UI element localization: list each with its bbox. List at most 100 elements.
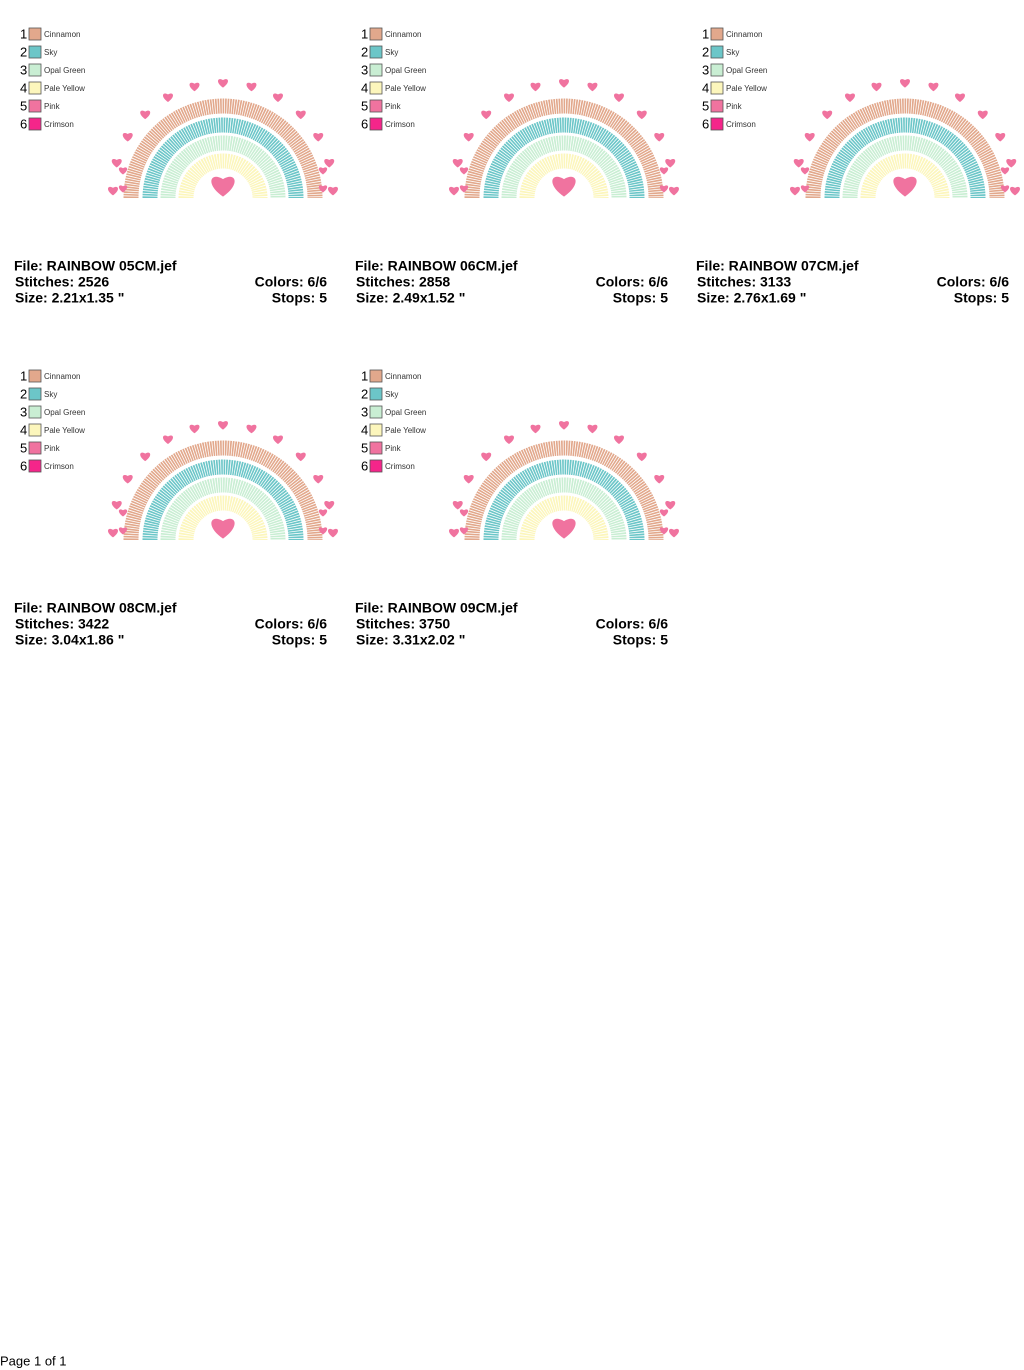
thread-name: Pale Yellow: [726, 84, 767, 93]
thread-number: 5: [702, 98, 709, 113]
heart-border: [122, 474, 133, 484]
heart-border: [449, 528, 459, 538]
thread-swatch: [710, 63, 724, 77]
heart-border: [459, 185, 469, 193]
heart-border: [559, 79, 569, 88]
heart-border: [324, 500, 335, 510]
stop-count: Stops: 5: [613, 632, 668, 648]
design-card: 1 Cinnamon 2 Sky 3 Opal Green 4 Pale Yellow 5 Pin…: [14, 26, 338, 306]
thread-swatch: [710, 99, 724, 113]
stop-count: Stops: 5: [272, 290, 327, 306]
thread-number: 6: [702, 116, 709, 131]
heart-border: [459, 527, 469, 535]
thread-number: 1: [361, 26, 368, 41]
thread-name: Sky: [44, 48, 57, 57]
heart-border: [530, 424, 541, 434]
thread-swatch: [369, 405, 383, 419]
thread-number: 6: [20, 116, 27, 131]
file-name: File: RAINBOW 07CM.jef: [696, 258, 859, 274]
thread-name: Cinnamon: [385, 30, 421, 39]
thread-number: 2: [702, 44, 709, 59]
thread-name: Crimson: [385, 462, 415, 471]
rainbow-arc: [160, 135, 286, 199]
color-count: Colors: 6/6: [255, 616, 328, 632]
thread-swatch: [710, 117, 724, 131]
thread-swatch: [28, 387, 42, 401]
thread-number: 3: [20, 62, 27, 77]
thread-swatch: [28, 369, 42, 383]
thread-name: Cinnamon: [44, 372, 80, 381]
rainbow-arc: [483, 117, 645, 199]
rainbow-arc: [842, 135, 968, 199]
thread-number: 5: [20, 98, 27, 113]
heart-border: [804, 132, 815, 142]
thread-number: 4: [20, 80, 27, 95]
thread-name: Sky: [385, 48, 398, 57]
heart-border: [845, 93, 855, 103]
thread-swatch: [369, 45, 383, 59]
file-name: File: RAINBOW 09CM.jef: [355, 600, 518, 616]
thread-number: 1: [20, 368, 27, 383]
heart-border: [452, 500, 463, 510]
page-footer: Page 1 of 1: [0, 1353, 67, 1368]
heart-border: [295, 452, 306, 462]
heart-border: [822, 110, 833, 120]
heart-border: [313, 474, 324, 484]
thread-swatch: [710, 81, 724, 95]
thread-number: 2: [361, 386, 368, 401]
stitch-count: Stitches: 2858: [356, 274, 450, 290]
thread-name: Crimson: [385, 120, 415, 129]
heart-border: [140, 452, 151, 462]
heart-border: [1006, 158, 1017, 168]
thread-swatch: [369, 99, 383, 113]
rainbow-arc: [464, 98, 664, 199]
thread-number: 3: [361, 404, 368, 419]
heart-border: [463, 132, 474, 142]
thread-number: 3: [361, 62, 368, 77]
file-name: File: RAINBOW 05CM.jef: [14, 258, 177, 274]
heart-border: [659, 167, 669, 175]
heart-border: [463, 474, 474, 484]
thread-number: 3: [702, 62, 709, 77]
stop-count: Stops: 5: [272, 632, 327, 648]
thread-number: 2: [20, 44, 27, 59]
heart-border: [793, 158, 804, 168]
thread-name: Pink: [44, 444, 61, 453]
thread-name: Opal Green: [726, 66, 767, 75]
design-size: Size: 2.76x1.69 ": [697, 290, 806, 306]
thread-swatch: [369, 369, 383, 383]
center-heart: [893, 176, 917, 197]
design-size: Size: 2.49x1.52 ": [356, 290, 465, 306]
heart-border: [452, 158, 463, 168]
rainbow-arc: [805, 98, 1005, 199]
design-card: 1 Cinnamon 2 Sky 3 Opal Green 4 Pale Yellow 5 Pin…: [355, 26, 679, 306]
thread-number: 5: [20, 440, 27, 455]
rainbow-arc: [178, 153, 268, 199]
stitch-count: Stitches: 3750: [356, 616, 450, 632]
thread-number: 1: [361, 368, 368, 383]
heart-border: [790, 186, 800, 196]
heart-border: [871, 82, 882, 92]
file-name: File: RAINBOW 06CM.jef: [355, 258, 518, 274]
rainbow-arc: [501, 477, 627, 541]
heart-border: [449, 186, 459, 196]
design-card: 1 Cinnamon 2 Sky 3 Opal Green 4 Pale Yellow 5 Pin…: [14, 368, 338, 648]
thread-name: Cinnamon: [385, 372, 421, 381]
thread-number: 6: [361, 458, 368, 473]
design-size: Size: 2.21x1.35 ": [15, 290, 124, 306]
heart-border: [481, 110, 492, 120]
heart-border: [273, 93, 283, 103]
center-heart: [211, 518, 235, 539]
design-card: 1 Cinnamon 2 Sky 3 Opal Green 4 Pale Yellow 5 Pin…: [355, 368, 679, 648]
heart-border: [614, 435, 624, 445]
heart-border: [1000, 185, 1010, 193]
thread-name: Opal Green: [385, 408, 426, 417]
thread-number: 6: [361, 116, 368, 131]
heart-border: [995, 132, 1006, 142]
rainbow-arc: [123, 440, 323, 541]
thread-name: Sky: [44, 390, 57, 399]
heart-border: [587, 82, 598, 92]
thread-number: 6: [20, 458, 27, 473]
thread-name: Opal Green: [44, 408, 85, 417]
stitch-count: Stitches: 2526: [15, 274, 109, 290]
